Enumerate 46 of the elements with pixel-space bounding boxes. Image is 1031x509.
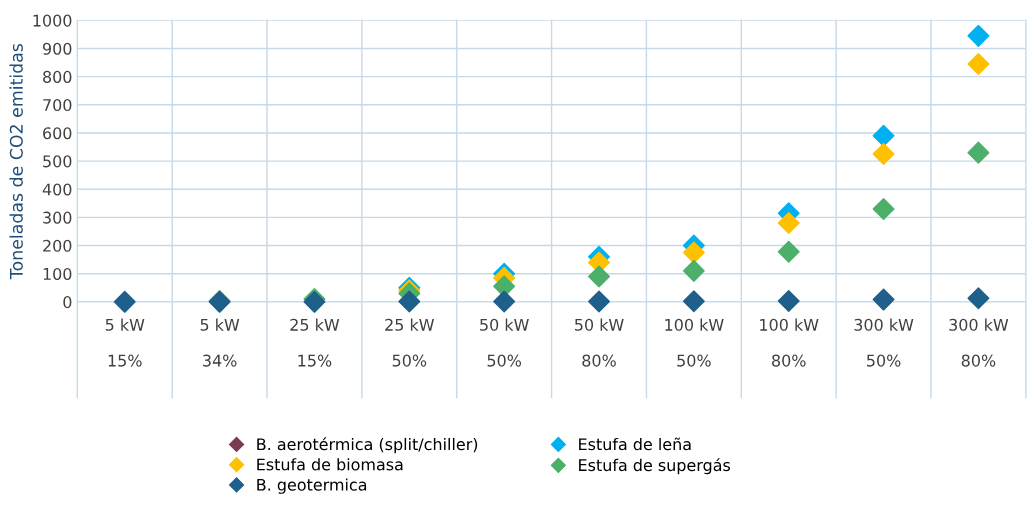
category-label: 50 kW 50% xyxy=(480,318,529,367)
category-label: 25 kW 50% xyxy=(385,318,435,367)
y-axis-title: Toneladas de CO2 emitidas xyxy=(9,43,23,280)
point xyxy=(682,290,705,313)
point xyxy=(872,197,895,220)
legend-label: Estufa de supergás xyxy=(579,458,731,475)
legend-label: B. geotermica xyxy=(257,478,367,494)
category-label: 100 kW 80% xyxy=(760,318,819,367)
point xyxy=(872,124,895,147)
y-tick-label: 600 xyxy=(43,127,72,140)
legend-label: Estufa de leña xyxy=(579,437,691,451)
category-label: 5 kW 34% xyxy=(200,318,240,367)
point xyxy=(113,290,136,313)
point xyxy=(967,141,990,164)
y-tick-label: 400 xyxy=(42,183,72,196)
category-label: 100 kW 50% xyxy=(665,318,724,367)
category-label: 300 kW 80% xyxy=(949,318,1009,367)
category-label: 25 kW 15% xyxy=(290,318,340,367)
category-label: 300 kW 50% xyxy=(854,318,914,367)
legend-label: B. aerotérmica (split/chiller) xyxy=(257,437,478,454)
point xyxy=(967,287,990,310)
y-tick-label: 200 xyxy=(43,239,72,252)
y-tick-label: 100 xyxy=(43,267,72,280)
y-tick-label: 800 xyxy=(43,70,72,83)
point xyxy=(777,240,800,263)
point xyxy=(398,290,421,313)
point xyxy=(682,241,705,264)
y-tick-label: 900 xyxy=(42,42,72,55)
point xyxy=(872,143,895,166)
point xyxy=(777,212,800,235)
y-tick-label: 500 xyxy=(43,155,72,168)
point xyxy=(967,52,990,75)
y-tick-label: 0 xyxy=(63,296,72,309)
point xyxy=(493,290,516,313)
y-tick-label: 1000 xyxy=(33,14,72,27)
point xyxy=(588,290,611,313)
point xyxy=(872,288,895,311)
legend-label: Estufa de biomasa xyxy=(257,458,403,471)
category-label: 5 kW 15% xyxy=(105,318,145,367)
category-label: 50 kW 80% xyxy=(575,318,624,367)
point xyxy=(777,289,800,312)
y-tick-label: 300 xyxy=(43,211,72,224)
point xyxy=(588,265,611,288)
point xyxy=(967,24,990,47)
y-tick-label: 700 xyxy=(43,99,72,112)
point xyxy=(682,259,705,282)
